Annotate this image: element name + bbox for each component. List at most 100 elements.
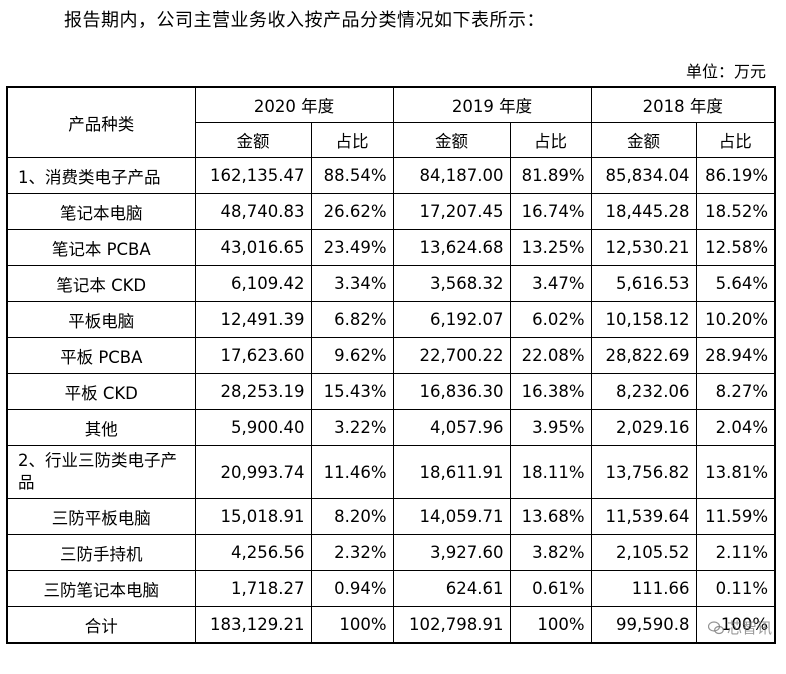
row-label: 三防平板电脑	[6, 498, 196, 535]
amount-cell: 6,192.07	[392, 301, 511, 338]
table-row: 合计 183,129.21 100% 102,798.91 100% 99,590.8 10…	[6, 606, 776, 644]
table-row: 笔记本 PCBA 43,016.65 23.49% 13,624.68 13.25% 12…	[6, 229, 776, 266]
share-cell: 3.34%	[310, 265, 394, 302]
table-row: 三防手持机 4,256.56 2.32% 3,927.60 3.82% 2,105.52 2…	[6, 534, 776, 571]
share-cell: 6.82%	[310, 301, 394, 338]
row-label: 三防手持机	[6, 534, 196, 571]
amount-cell: 14,059.71	[392, 498, 511, 535]
watermark: 芯智讯	[707, 617, 772, 638]
amount-cell: 28,253.19	[194, 373, 312, 410]
share-cell: 3.22%	[310, 409, 394, 446]
row-label: 合计	[6, 606, 196, 644]
share-cell: 0.11%	[695, 570, 776, 607]
amount-cell: 18,611.91	[392, 445, 511, 499]
amount-cell: 10,158.12	[590, 301, 697, 338]
table-row: 1、消费类电子产品 162,135.47 88.54% 84,187.00 81.89%…	[6, 157, 776, 194]
header-share: 占比	[509, 122, 592, 158]
table-row: 笔记本电脑 48,740.83 26.62% 17,207.45 16.74% 18,44…	[6, 193, 776, 230]
share-cell: 16.38%	[509, 373, 592, 410]
header-amount: 金额	[590, 122, 697, 158]
amount-cell: 17,207.45	[392, 193, 511, 230]
amount-cell: 12,530.21	[590, 229, 697, 266]
amount-cell: 20,993.74	[194, 445, 312, 499]
wechat-icon	[707, 621, 724, 635]
share-cell: 13.81%	[695, 445, 776, 499]
amount-cell: 4,256.56	[194, 534, 312, 571]
table-row: 平板 PCBA 17,623.60 9.62% 22,700.22 22.08% 28,8…	[6, 337, 776, 374]
share-cell: 0.61%	[509, 570, 592, 607]
unit-label: 单位：万元	[685, 62, 766, 81]
header-amount: 金额	[194, 122, 312, 158]
amount-cell: 12,491.39	[194, 301, 312, 338]
row-label: 其他	[6, 409, 196, 446]
share-cell: 5.64%	[695, 265, 776, 302]
share-cell: 22.08%	[509, 337, 592, 374]
share-cell: 10.20%	[695, 301, 776, 338]
share-cell: 15.43%	[310, 373, 394, 410]
share-cell: 13.25%	[509, 229, 592, 266]
header-share: 占比	[695, 122, 776, 158]
amount-cell: 111.66	[590, 570, 697, 607]
table-row: 三防笔记本电脑 1,718.27 0.94% 624.61 0.61% 111.66 0.1…	[6, 570, 776, 607]
share-cell: 13.68%	[509, 498, 592, 535]
row-label: 2、行业三防类电子产品	[6, 445, 196, 499]
share-cell: 23.49%	[310, 229, 394, 266]
watermark-text: 芯智讯	[726, 619, 772, 637]
row-label: 三防笔记本电脑	[6, 570, 196, 607]
amount-cell: 183,129.21	[194, 606, 312, 644]
header-category: 产品种类	[6, 86, 196, 158]
amount-cell: 18,445.28	[590, 193, 697, 230]
header-year-2019: 2019 年度	[392, 86, 592, 123]
header-share: 占比	[310, 122, 394, 158]
amount-cell: 5,616.53	[590, 265, 697, 302]
share-cell: 6.02%	[509, 301, 592, 338]
amount-cell: 4,057.96	[392, 409, 511, 446]
amount-cell: 85,834.04	[590, 157, 697, 194]
amount-cell: 102,798.91	[392, 606, 511, 644]
share-cell: 2.32%	[310, 534, 394, 571]
table-row: 平板电脑 12,491.39 6.82% 6,192.07 6.02% 10,158.12…	[6, 301, 776, 338]
amount-cell: 2,029.16	[590, 409, 697, 446]
share-cell: 11.59%	[695, 498, 776, 535]
table-row: 平板 CKD 28,253.19 15.43% 16,836.30 16.38% 8,23…	[6, 373, 776, 410]
share-cell: 18.52%	[695, 193, 776, 230]
share-cell: 3.47%	[509, 265, 592, 302]
share-cell: 8.20%	[310, 498, 394, 535]
share-cell: 28.94%	[695, 337, 776, 374]
share-cell: 8.27%	[695, 373, 776, 410]
amount-cell: 13,624.68	[392, 229, 511, 266]
row-label: 1、消费类电子产品	[6, 157, 196, 194]
share-cell: 16.74%	[509, 193, 592, 230]
amount-cell: 5,900.40	[194, 409, 312, 446]
share-cell: 2.11%	[695, 534, 776, 571]
amount-cell: 11,539.64	[590, 498, 697, 535]
share-cell: 0.94%	[310, 570, 394, 607]
share-cell: 18.11%	[509, 445, 592, 499]
share-cell: 100%	[310, 606, 394, 644]
amount-cell: 13,756.82	[590, 445, 697, 499]
amount-cell: 84,187.00	[392, 157, 511, 194]
amount-cell: 48,740.83	[194, 193, 312, 230]
table-row: 三防平板电脑 15,018.91 8.20% 14,059.71 13.68% 11,53…	[6, 498, 776, 535]
table-row: 其他 5,900.40 3.22% 4,057.96 3.95% 2,029.16 2.04…	[6, 409, 776, 446]
share-cell: 86.19%	[695, 157, 776, 194]
share-cell: 26.62%	[310, 193, 394, 230]
row-label: 平板 PCBA	[6, 337, 196, 374]
share-cell: 100%	[509, 606, 592, 644]
share-cell: 3.82%	[509, 534, 592, 571]
amount-cell: 8,232.06	[590, 373, 697, 410]
table-row: 笔记本 CKD 6,109.42 3.34% 3,568.32 3.47% 5,616.5…	[6, 265, 776, 302]
share-cell: 9.62%	[310, 337, 394, 374]
share-cell: 81.89%	[509, 157, 592, 194]
amount-cell: 3,568.32	[392, 265, 511, 302]
amount-cell: 6,109.42	[194, 265, 312, 302]
table-row: 2、行业三防类电子产品 20,993.74 11.46% 18,611.91 18.11…	[6, 445, 776, 499]
row-label: 笔记本电脑	[6, 193, 196, 230]
row-label: 笔记本 PCBA	[6, 229, 196, 266]
amount-cell: 99,590.8	[590, 606, 697, 644]
amount-cell: 28,822.69	[590, 337, 697, 374]
amount-cell: 162,135.47	[194, 157, 312, 194]
share-cell: 3.95%	[509, 409, 592, 446]
amount-cell: 22,700.22	[392, 337, 511, 374]
table-body: 1、消费类电子产品 162,135.47 88.54% 84,187.00 81.89%…	[6, 157, 776, 644]
